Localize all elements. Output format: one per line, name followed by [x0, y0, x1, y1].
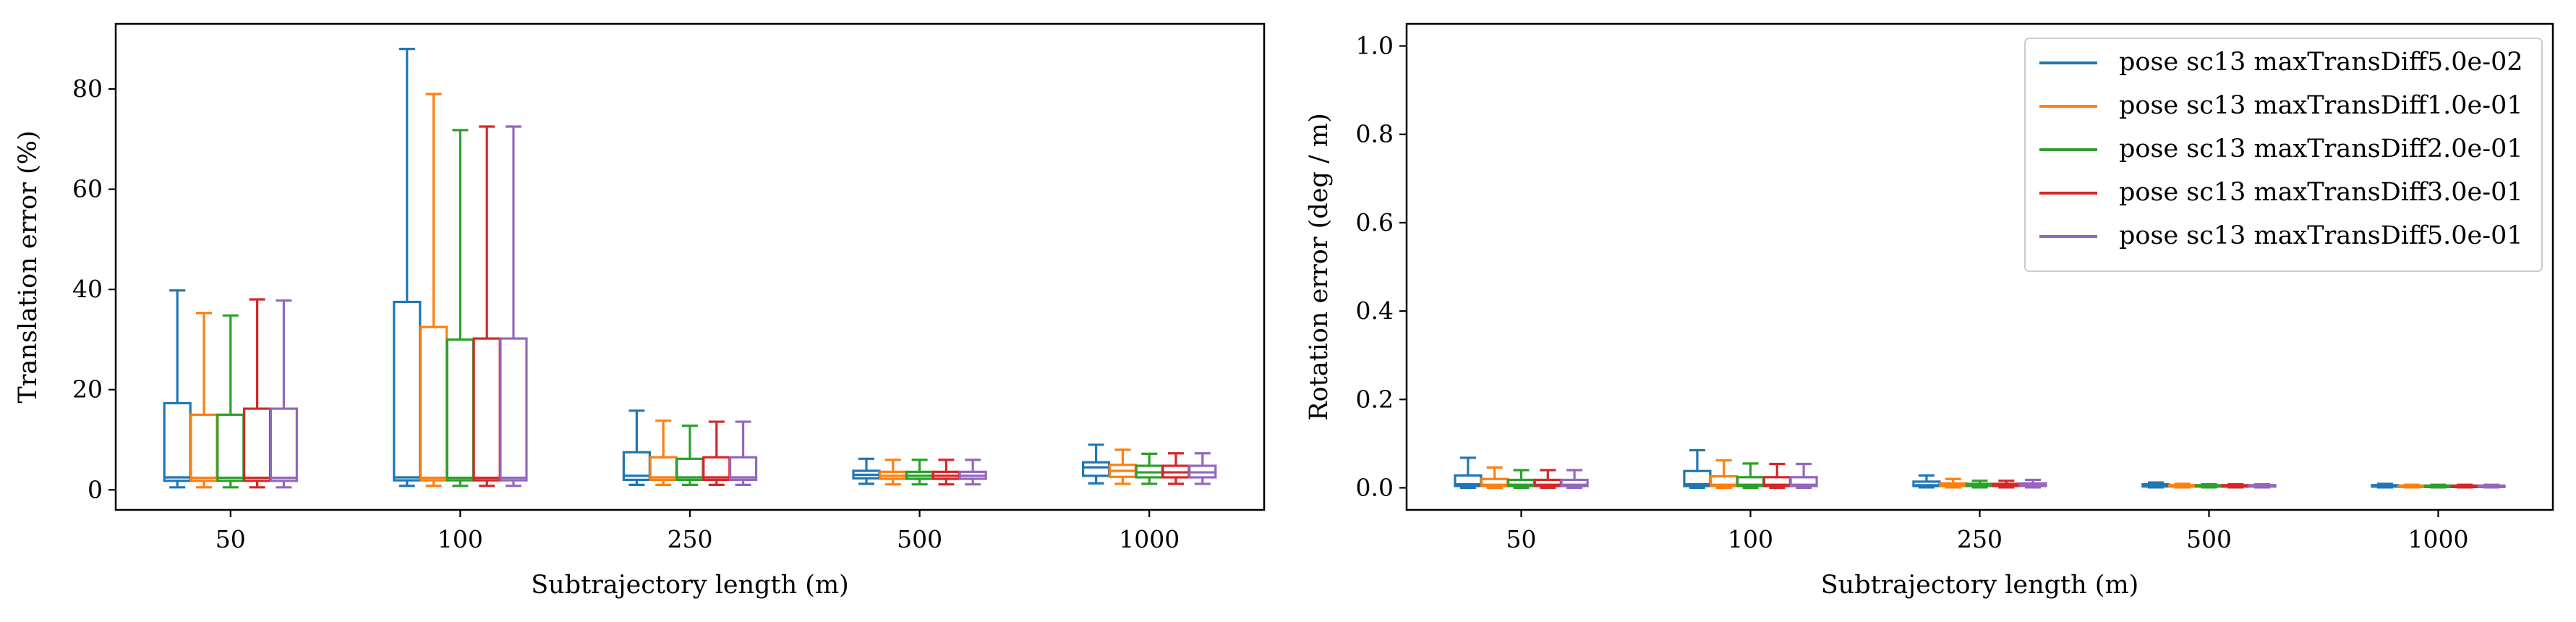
legend-label: pose sc13 maxTransDiff2.0e-01 — [2119, 135, 2523, 163]
x-axis-label: Subtrajectory length (m) — [1821, 571, 2139, 600]
box-iqr — [1081, 461, 1111, 477]
box-0-4 — [2371, 482, 2400, 489]
box-4-3 — [2248, 482, 2277, 489]
box-1-4 — [2397, 483, 2426, 489]
x-tick-label: 50 — [1506, 525, 1537, 553]
legend-frame — [2024, 38, 2543, 272]
box-4-4 — [1188, 452, 1217, 485]
box-1-1 — [419, 93, 448, 487]
legend-label: pose sc13 maxTransDiff5.0e-01 — [2119, 221, 2523, 250]
box-1-0 — [189, 312, 218, 489]
box-4-0 — [1560, 469, 1589, 490]
y-tick-label: 20 — [72, 375, 103, 404]
box-0-2 — [1912, 474, 1941, 489]
box-3-2 — [702, 420, 731, 486]
box-1-0 — [1480, 466, 1509, 490]
box-4-2 — [728, 420, 758, 486]
box-iqr — [243, 407, 272, 482]
box-iqr — [445, 338, 475, 482]
box-1-4 — [1108, 448, 1138, 485]
box-2-1 — [1736, 462, 1765, 490]
y-axis-label: Translation error (%) — [14, 130, 43, 403]
x-tick-label: 1000 — [2408, 525, 2469, 553]
box-iqr — [216, 413, 245, 482]
x-tick-label: 100 — [438, 525, 483, 553]
box-0-0 — [163, 289, 192, 489]
box-4-3 — [958, 459, 987, 486]
y-tick-label: 60 — [72, 175, 103, 203]
y-tick-label: 1.0 — [1356, 32, 1394, 60]
box-1-1 — [1710, 459, 1739, 490]
y-tick-label: 0.6 — [1356, 208, 1394, 237]
box-iqr — [728, 456, 758, 482]
rotation-error-panel: 0.0 0.2 0.4 0.6 0.8 1.0 50 100 250 500 1000 Subtraj… — [1305, 22, 2554, 600]
box-iqr — [499, 337, 528, 482]
x-tick-label: 1000 — [1119, 525, 1180, 553]
box-iqr — [472, 337, 501, 482]
box-3-4 — [2450, 483, 2479, 489]
box-iqr — [419, 325, 448, 482]
box-0-0 — [1454, 456, 1483, 490]
box-2-4 — [1135, 452, 1164, 485]
box-0-4 — [1081, 443, 1111, 485]
y-tick-label: 0.4 — [1356, 297, 1394, 325]
box-0-1 — [1683, 448, 1712, 490]
box-0-3 — [2141, 481, 2170, 489]
box-3-2 — [1992, 480, 2021, 489]
box-4-4 — [2477, 483, 2506, 489]
x-tick-label: 250 — [1957, 525, 2003, 553]
box-1-2 — [1939, 477, 1968, 489]
box-3-0 — [243, 298, 272, 489]
box-1-3 — [2168, 482, 2197, 489]
box-2-0 — [1506, 469, 1536, 490]
box-3-3 — [2221, 482, 2250, 489]
box-3-3 — [931, 459, 961, 486]
box-2-1 — [445, 129, 475, 487]
y-tick-label: 80 — [72, 74, 103, 103]
box-0-1 — [393, 48, 422, 487]
box-iqr — [189, 413, 218, 482]
box-4-0 — [269, 299, 298, 489]
box-1-2 — [649, 419, 678, 486]
box-0-2 — [622, 409, 652, 486]
x-tick-label: 500 — [897, 525, 942, 553]
box-3-1 — [1762, 462, 1791, 490]
box-2-3 — [905, 459, 934, 486]
box-iqr — [393, 300, 422, 482]
box-2-3 — [2194, 482, 2224, 489]
y-axis-label: Rotation error (deg / m) — [1305, 113, 1334, 421]
box-2-2 — [1965, 480, 1995, 489]
y-tick-label: 0 — [88, 475, 103, 503]
box-2-4 — [2423, 483, 2453, 489]
box-3-1 — [472, 125, 501, 487]
y-tick-label: 0.0 — [1356, 473, 1394, 501]
box-iqr — [1560, 478, 1589, 487]
x-tick-label: 100 — [1728, 525, 1773, 553]
box-2-0 — [216, 314, 245, 489]
box-iqr — [1789, 476, 1818, 487]
box-0-3 — [852, 457, 881, 485]
x-tick-label: 50 — [216, 525, 246, 553]
x-tick-label: 250 — [668, 525, 713, 553]
box-2-2 — [675, 425, 704, 486]
box-iqr — [269, 407, 298, 482]
legend-label: pose sc13 maxTransDiff5.0e-02 — [2119, 48, 2523, 77]
y-tick-label: 0.2 — [1356, 385, 1394, 413]
x-tick-label: 500 — [2186, 525, 2232, 553]
box-iqr — [163, 401, 192, 482]
legend-label: pose sc13 maxTransDiff3.0e-01 — [2119, 178, 2523, 207]
box-4-1 — [1789, 462, 1818, 490]
y-tick-label: 0.8 — [1356, 120, 1394, 148]
box-4-1 — [499, 125, 528, 487]
x-axis-label: Subtrajectory length (m) — [531, 571, 849, 600]
legend-label: pose sc13 maxTransDiff1.0e-01 — [2119, 91, 2523, 120]
box-3-0 — [1533, 469, 1562, 490]
box-4-2 — [2018, 478, 2047, 489]
legend: pose sc13 maxTransDiff5.0e-02 pose sc13 m… — [2024, 38, 2543, 272]
box-3-4 — [1161, 452, 1190, 485]
y-tick-label: 40 — [72, 275, 103, 303]
translation-error-panel: 0 20 40 60 80 50 100 250 500 1000 Subtrajectory le… — [14, 22, 1266, 600]
box-1-3 — [879, 459, 908, 486]
